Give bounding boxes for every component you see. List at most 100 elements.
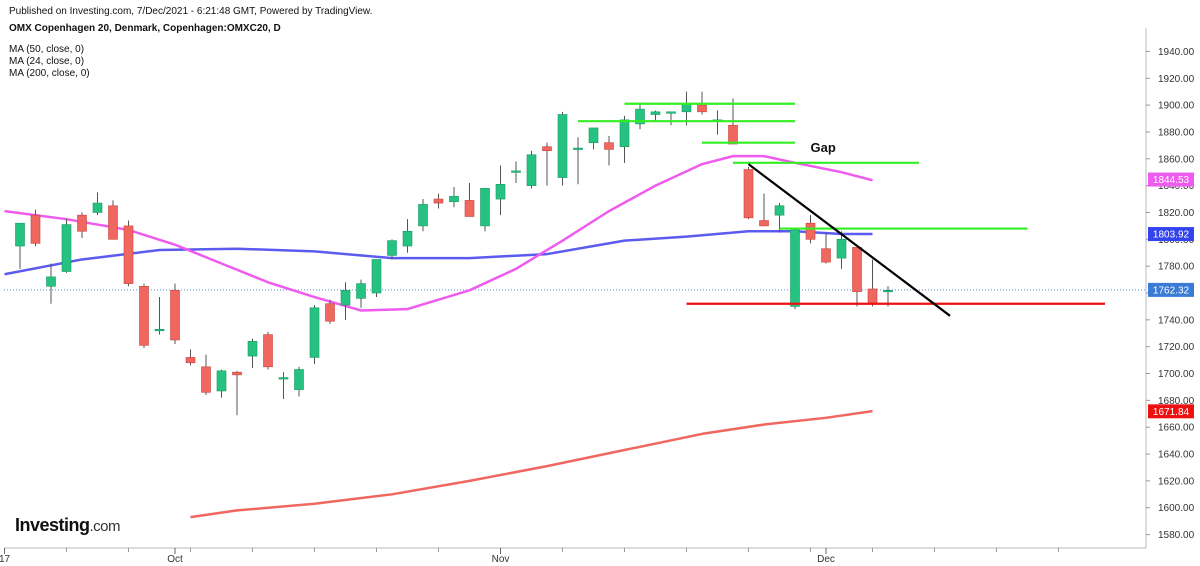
y-tick-label: 1620.00 <box>1158 476 1195 487</box>
last-value-label: 1803.92 <box>1153 230 1190 241</box>
candle-up <box>154 328 165 332</box>
candle-down <box>867 288 878 305</box>
y-tick-label: 1680.00 <box>1158 396 1195 407</box>
candle-down <box>433 198 444 204</box>
candle-up <box>46 276 56 287</box>
candle-down <box>743 169 754 219</box>
candle-down <box>170 290 180 341</box>
candle-up <box>573 147 583 150</box>
last-value-tag <box>1148 227 1194 242</box>
candle-up <box>371 259 382 294</box>
candle-up <box>356 283 366 299</box>
y-tick-label: 1740.00 <box>1158 315 1195 326</box>
indicator-label-ma200: MA (200, close, 0) <box>9 68 90 79</box>
x-tick-label: Dec <box>817 554 835 565</box>
candle-up <box>278 377 289 380</box>
candle-up <box>480 188 490 227</box>
candle-up <box>92 202 103 213</box>
candle-down <box>759 220 769 227</box>
candle-up <box>340 290 351 306</box>
last-value-label: 1762.32 <box>1153 285 1190 296</box>
indicator-label-ma50: MA (50, close, 0) <box>9 44 85 55</box>
candle-down <box>201 366 211 393</box>
candle-down <box>263 334 273 368</box>
y-tick-label: 1820.00 <box>1158 208 1195 219</box>
last-value-tag <box>1148 172 1194 187</box>
candle-up <box>557 114 568 178</box>
candle-down <box>697 104 707 113</box>
candle-up <box>883 290 893 293</box>
y-tick-label: 1580.00 <box>1158 530 1195 541</box>
candle-down <box>821 248 831 263</box>
y-tick-label: 1940.00 <box>1158 47 1195 58</box>
publish-info: Published on Investing.com, 7/Dec/2021 -… <box>9 6 373 17</box>
candle-up <box>495 183 506 200</box>
candle-down <box>728 124 738 145</box>
candle-up <box>588 127 599 143</box>
y-tick-label: 1700.00 <box>1158 369 1195 380</box>
candle-down <box>108 205 118 240</box>
y-tick-label: 1720.00 <box>1158 342 1195 353</box>
symbol-title: OMX Copenhagen 20, Denmark, Copenhagen:O… <box>9 23 281 34</box>
y-tick-label: 1920.00 <box>1158 74 1195 85</box>
x-tick-label: 17 <box>0 554 10 565</box>
candle-up <box>526 154 537 186</box>
y-tick-label: 1860.00 <box>1158 154 1195 165</box>
indicator-label-ma24: MA (24, close, 0) <box>9 56 85 67</box>
candle-down <box>805 222 816 240</box>
candle-up <box>402 230 413 247</box>
candle-down <box>232 371 242 376</box>
candle-down <box>77 214 87 232</box>
candle-up <box>635 108 645 125</box>
candle-down <box>139 285 149 346</box>
candle-up <box>247 341 258 357</box>
y-tick-label: 1640.00 <box>1158 450 1195 461</box>
last-value-tag <box>1148 282 1194 297</box>
candle-up <box>790 229 800 307</box>
downtrend-line <box>747 163 951 317</box>
candle-down <box>185 357 196 364</box>
x-tick-label: Nov <box>492 554 510 565</box>
ma50-line <box>4 230 873 276</box>
candle-up <box>449 196 459 203</box>
logo-suffix: .com <box>89 518 121 535</box>
candle-up <box>294 369 304 390</box>
candle-up <box>216 370 227 392</box>
last-value-label: 1671.84 <box>1153 407 1190 418</box>
candle-down <box>542 146 552 152</box>
candle-up <box>309 307 320 358</box>
x-tick-label: Oct <box>167 554 183 565</box>
gap-annotation: Gap <box>811 140 836 155</box>
candle-up <box>418 204 428 227</box>
candle-up <box>836 239 847 259</box>
candle-up <box>387 240 397 256</box>
candle-down <box>852 247 862 292</box>
candle-up <box>619 119 630 148</box>
investing-logo: Investing.com <box>15 515 121 536</box>
candle-up <box>650 111 661 115</box>
y-tick-label: 1900.00 <box>1158 101 1195 112</box>
candle-up <box>61 224 72 272</box>
ma24-line <box>4 154 873 312</box>
candle-down <box>325 303 335 322</box>
candle-down <box>30 214 41 244</box>
candle-down <box>604 142 614 150</box>
y-tick-label: 1780.00 <box>1158 262 1195 273</box>
candle-up <box>774 205 785 216</box>
y-tick-label: 1880.00 <box>1158 127 1195 138</box>
logo-brand: Investing <box>15 515 90 535</box>
ma200-line <box>190 409 873 519</box>
y-tick-label: 1600.00 <box>1158 503 1195 514</box>
last-value-label: 1844.53 <box>1153 175 1190 186</box>
y-tick-label: 1840.00 <box>1158 181 1195 192</box>
candle-up <box>15 222 25 247</box>
last-value-tag <box>1148 404 1194 419</box>
candle-down <box>123 225 134 284</box>
candle-up <box>681 103 692 113</box>
candle-up <box>666 111 676 114</box>
candle-up <box>511 170 521 173</box>
y-tick-label: 1660.00 <box>1158 423 1195 434</box>
candle-down <box>464 200 475 217</box>
